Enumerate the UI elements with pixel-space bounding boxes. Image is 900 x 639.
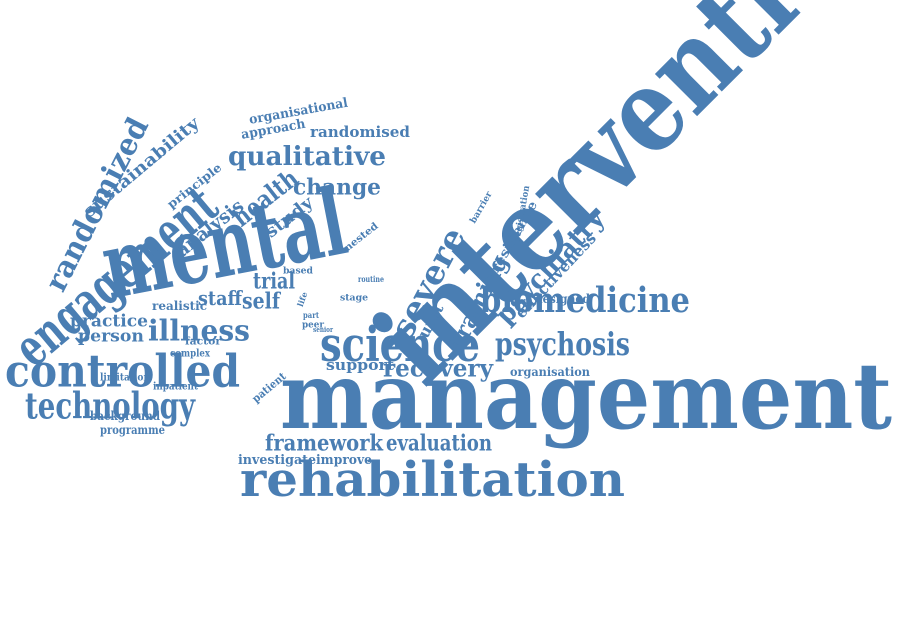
word-limitation: limitation: [100, 372, 150, 382]
word-factor: factor: [185, 336, 221, 346]
word-qualitative: qualitative: [228, 143, 386, 169]
word-stage: stage: [340, 293, 368, 302]
word-evaluation: evaluation: [386, 432, 492, 454]
word-routine: routine: [358, 275, 384, 283]
word-designed: designed: [535, 293, 590, 305]
word-improve: improve: [316, 453, 372, 466]
word-framework: framework: [265, 432, 383, 454]
word-support: support: [326, 357, 394, 372]
word-randomised: randomised: [310, 124, 410, 139]
word-senior: senior: [313, 326, 333, 333]
word-person: person: [78, 327, 144, 344]
word-background: background: [90, 410, 160, 422]
word-inpatient: inpatient: [153, 381, 198, 391]
word-life: life: [296, 291, 309, 308]
word-part: part: [303, 311, 319, 319]
word-programme: programme: [100, 424, 165, 436]
word-based: based: [283, 266, 313, 275]
word-investigate: investigate: [238, 453, 316, 466]
word-recovery: recovery: [383, 356, 493, 380]
word-nested: nested: [342, 220, 380, 253]
word-organisation: organisation: [510, 366, 590, 378]
word-self: self: [242, 290, 280, 312]
word-realistic: realistic: [152, 300, 207, 312]
word-psychosis: psychosis: [495, 328, 630, 360]
word-complex: complex: [170, 348, 210, 358]
